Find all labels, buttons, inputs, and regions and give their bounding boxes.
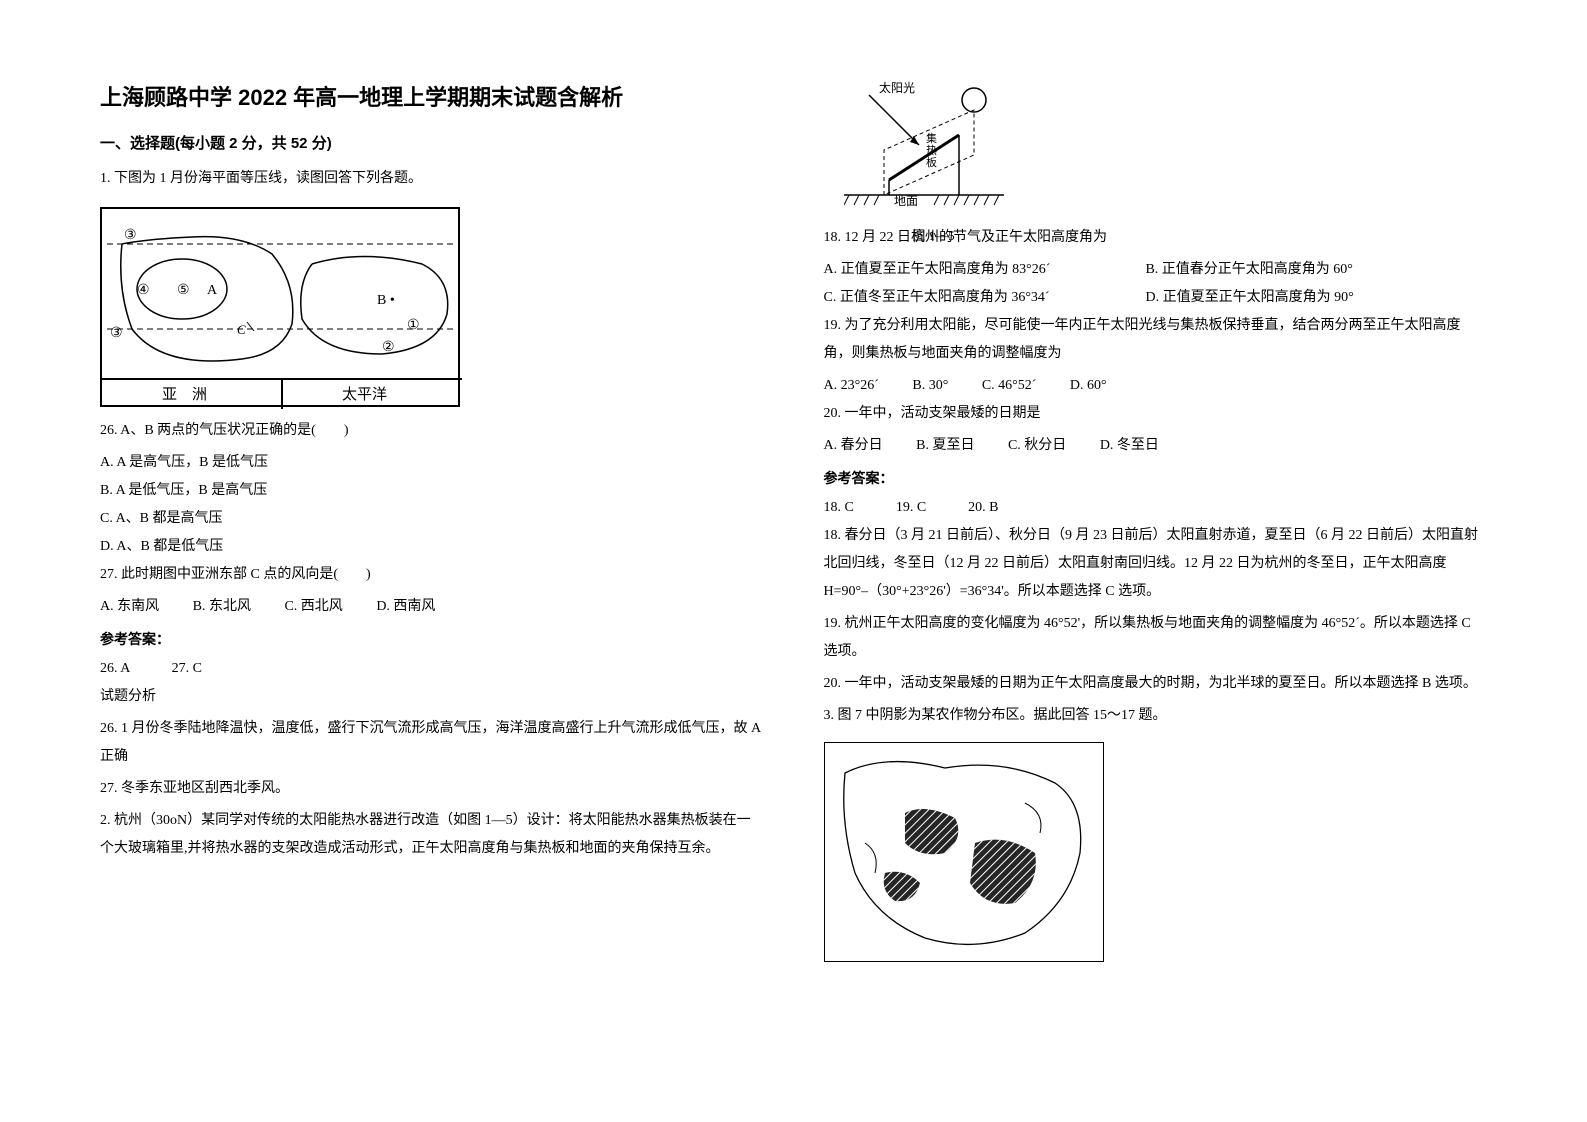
- svg-text:②: ②: [382, 340, 395, 355]
- q26-opt-a: A. A 是高气压，B 是低气压: [100, 449, 764, 477]
- svg-text:B •: B •: [377, 293, 395, 308]
- solar-diagram: 地面 太阳光 集 热 板 图 1—5: [844, 80, 1024, 220]
- q27-options: A. 东南风 B. 东北风 C. 西北风 D. 西南风: [100, 593, 764, 621]
- q3-map: [824, 742, 1104, 962]
- svg-text:热: 热: [926, 144, 937, 157]
- q27-stem: 27. 此时期图中亚洲东部 C 点的风向是( ): [100, 561, 764, 589]
- q1-analysis26: 26. 1 月份冬季陆地降温快，温度低，盛行下沉气流形成高气压，海洋温度高盛行上…: [100, 715, 764, 771]
- q20-stem: 20. 一年中，活动支架最矮的日期是: [824, 400, 1488, 428]
- svg-text:⑤: ⑤: [177, 283, 190, 298]
- svg-text:地面: 地面: [894, 194, 918, 208]
- q19-opt-c: C. 46°52´: [982, 378, 1037, 393]
- svg-text:C: C: [237, 322, 246, 337]
- q2-analysis19: 19. 杭州正午太阳高度的变化幅度为 46°52'，所以集热板与地面夹角的调整幅…: [824, 610, 1488, 666]
- q2-answer-line: 18. C 19. C 20. B: [824, 494, 1488, 522]
- q18-opt-c: C. 正值冬至正午太阳高度角为 36°34´: [824, 284, 1142, 312]
- q27-opt-a: A. 东南风: [100, 599, 159, 614]
- svg-text:③: ③: [110, 326, 123, 341]
- q3-intro: 3. 图 7 中阴影为某农作物分布区。据此回答 15～17 题。: [824, 702, 1488, 730]
- svg-text:板: 板: [926, 155, 937, 169]
- q2-analysis20: 20. 一年中，活动支架最矮的日期为正午太阳高度最大的时期，为北半球的夏至日。所…: [824, 670, 1488, 698]
- q19-options: A. 23°26´ B. 30° C. 46°52´ D. 60°: [824, 372, 1488, 400]
- q19-stem: 19. 为了充分利用太阳能，尽可能使一年内正午太阳光线与集热板保持垂直，结合两分…: [824, 312, 1488, 368]
- svg-text:集: 集: [926, 131, 937, 145]
- svg-text:④: ④: [137, 283, 150, 298]
- page-title: 上海顾路中学 2022 年高一地理上学期期末试题含解析: [100, 80, 764, 112]
- q1-analysis27: 27. 冬季东亚地区刮西北季风。: [100, 775, 764, 803]
- svg-text:太阳光: 太阳光: [879, 80, 915, 95]
- section-header: 一、选择题(每小题 2 分，共 52 分): [100, 132, 764, 153]
- left-column: 上海顾路中学 2022 年高一地理上学期期末试题含解析 一、选择题(每小题 2 …: [100, 80, 764, 1082]
- isobar-svg: ③ ④ ⑤ A B • C ① ② ③ 亚 洲 太平洋: [102, 209, 462, 409]
- q1-analysis-header: 试题分析: [100, 683, 764, 711]
- q1-figure: ③ ④ ⑤ A B • C ① ② ③ 亚 洲 太平洋: [100, 207, 764, 407]
- fig-label: 图 1—5: [844, 225, 1024, 244]
- q27-opt-d: D. 西南风: [376, 599, 435, 614]
- q2-analysis18: 18. 春分日（3 月 21 日前后）、秋分日（9 月 23 日前后）太阳直射赤…: [824, 522, 1488, 606]
- q18-options: A. 正值夏至正午太阳高度角为 83°26´ B. 正值春分正午太阳高度角为 6…: [824, 256, 1488, 312]
- q20-opt-c: C. 秋分日: [1008, 438, 1066, 453]
- q18-opt-a: A. 正值夏至正午太阳高度角为 83°26´: [824, 256, 1142, 284]
- q1-intro: 1. 下图为 1 月份海平面等压线，读图回答下列各题。: [100, 165, 764, 193]
- q26-opt-d: D. A、B 都是低气压: [100, 533, 764, 561]
- q27-opt-b: B. 东北风: [193, 599, 251, 614]
- q18-opt-d: D. 正值夏至正午太阳高度角为 90°: [1145, 290, 1353, 305]
- svg-text:①: ①: [407, 318, 420, 333]
- q27-opt-c: C. 西北风: [284, 599, 342, 614]
- right-column: 地面 太阳光 集 热 板 图 1—5 18. 12 月 22 日杭州的节气及正午…: [824, 80, 1488, 1082]
- map-svg: [825, 743, 1105, 963]
- solar-svg: 地面 太阳光 集 热 板: [844, 80, 1024, 220]
- isobar-map: ③ ④ ⑤ A B • C ① ② ③ 亚 洲 太平洋: [100, 207, 460, 407]
- q18-opt-b: B. 正值春分正午太阳高度角为 60°: [1145, 262, 1352, 277]
- q20-opt-a: A. 春分日: [824, 438, 883, 453]
- q1-answer-line: 26. A 27. C: [100, 655, 764, 683]
- q26-options: A. A 是高气压，B 是低气压 B. A 是低气压，B 是高气压 C. A、B…: [100, 449, 764, 561]
- svg-text:③: ③: [124, 228, 137, 243]
- q19-opt-a: A. 23°26´: [824, 378, 879, 393]
- svg-text:A: A: [207, 283, 218, 298]
- q19-opt-d: D. 60°: [1070, 378, 1107, 393]
- label-asia: 亚 洲: [162, 387, 207, 403]
- q26-opt-c: C. A、B 都是高气压: [100, 505, 764, 533]
- q1-answer-header: 参考答案：: [100, 629, 764, 649]
- q2-answer-header: 参考答案：: [824, 468, 1488, 488]
- q26-opt-b: B. A 是低气压，B 是高气压: [100, 477, 764, 505]
- q26-stem: 26. A、B 两点的气压状况正确的是( ): [100, 417, 764, 445]
- label-pacific: 太平洋: [342, 386, 387, 403]
- q19-opt-b: B. 30°: [912, 378, 948, 393]
- q20-options: A. 春分日 B. 夏至日 C. 秋分日 D. 冬至日: [824, 432, 1488, 460]
- q20-opt-d: D. 冬至日: [1100, 438, 1159, 453]
- q20-opt-b: B. 夏至日: [916, 438, 974, 453]
- q2-intro: 2. 杭州（30oN）某同学对传统的太阳能热水器进行改造（如图 1—5）设计：将…: [100, 807, 764, 863]
